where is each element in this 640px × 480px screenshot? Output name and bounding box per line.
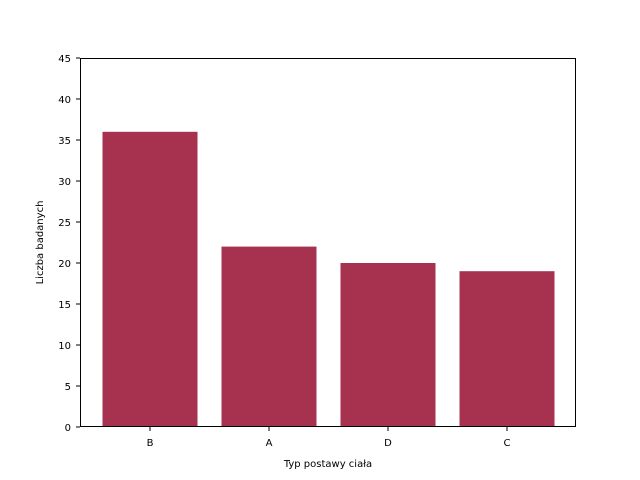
x-tick-label: D <box>384 438 392 449</box>
y-tick-label: 45 <box>58 54 71 65</box>
x-tick-label: B <box>147 438 154 449</box>
bar-c <box>459 271 555 427</box>
plot-frame <box>80 58 576 427</box>
bars-group <box>102 131 555 428</box>
y-tick-label: 10 <box>58 341 71 352</box>
y-tick-label: 5 <box>65 382 71 393</box>
y-tick-label: 20 <box>58 259 71 270</box>
y-tick-label: 15 <box>58 300 71 311</box>
y-tick-label: 40 <box>58 95 71 106</box>
y-tick-label: 0 <box>65 423 71 434</box>
bar-b <box>102 131 198 428</box>
x-tick-label: C <box>504 438 511 449</box>
y-tick-label: 35 <box>58 136 71 147</box>
bar-d <box>340 263 436 427</box>
bar-a <box>221 246 317 427</box>
y-axis: 0 5 10 15 20 25 30 35 40 45 <box>58 54 80 434</box>
y-tick-label: 30 <box>58 177 71 188</box>
x-axis-title: Typ postawy ciała <box>283 459 372 470</box>
y-tick-label: 25 <box>58 218 71 229</box>
y-axis-title: Liczba badanych <box>35 201 46 285</box>
x-tick-label: A <box>266 438 273 449</box>
